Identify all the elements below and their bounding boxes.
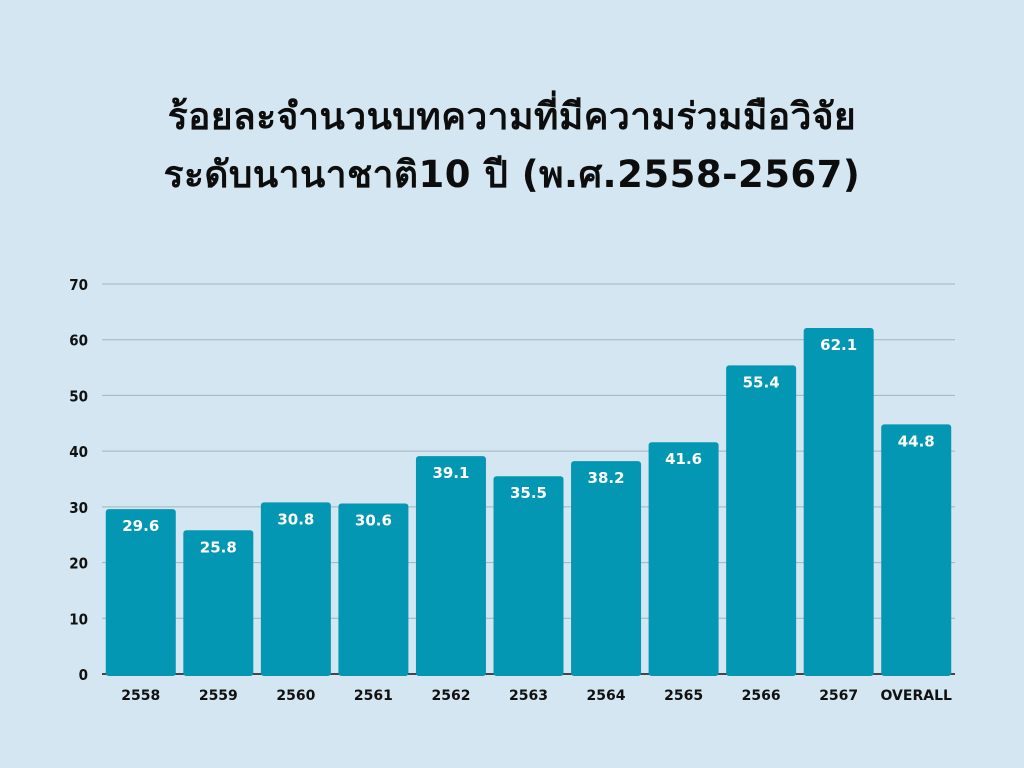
y-tick-label: 30: [69, 499, 88, 517]
x-tick-label: 2561: [354, 688, 393, 704]
x-tick-label: OVERALL: [881, 688, 952, 704]
y-axis-tick-labels: 0 10 20 30 40 50 60 70: [69, 276, 88, 684]
bar: [881, 424, 952, 676]
bar: [415, 456, 486, 676]
x-tick-label: 2564: [587, 688, 626, 704]
data-label: 38.2: [588, 469, 625, 487]
x-tick-label: 2567: [819, 688, 858, 704]
chart-title-line-2: ระดับนานาชาติ10 ปี (พ.ศ.2558-2567): [163, 153, 861, 196]
data-label: 30.8: [277, 510, 314, 528]
data-label: 55.4: [743, 373, 780, 391]
bar: [105, 509, 176, 676]
bar: [726, 365, 797, 676]
x-tick-label: 2565: [664, 688, 703, 704]
bar: [493, 476, 564, 676]
x-axis-tick-labels: 2558 2559 2560 2561 2562 2563 2564 2565 2566 2567…: [121, 688, 952, 704]
bars: [105, 328, 952, 676]
chart-title: ร้อยละจำนวนบทความที่มีความร่วมมือวิจัย ร…: [0, 88, 1024, 204]
x-tick-label: 2566: [742, 688, 781, 704]
x-tick-label: 2560: [276, 688, 315, 704]
y-tick-label: 10: [69, 610, 88, 628]
x-tick-label: 2558: [121, 688, 160, 704]
x-tick-label: 2559: [199, 688, 238, 704]
data-label: 39.1: [432, 464, 469, 482]
data-label: 44.8: [898, 432, 935, 450]
x-tick-label: 2563: [509, 688, 548, 704]
bar: [648, 442, 719, 676]
data-label: 62.1: [820, 336, 857, 354]
data-label: 41.6: [665, 450, 702, 468]
y-tick-label: 0: [79, 666, 88, 684]
x-tick-label: 2562: [431, 688, 470, 704]
bar: [803, 328, 874, 676]
chart-title-line-1: ร้อยละจำนวนบทความที่มีความร่วมมือวิจัย: [167, 95, 857, 138]
data-label: 29.6: [122, 517, 159, 535]
y-tick-label: 40: [69, 443, 88, 461]
y-tick-label: 20: [69, 555, 88, 573]
y-tick-label: 60: [69, 332, 88, 350]
bar: [183, 530, 254, 676]
data-label: 25.8: [200, 538, 237, 556]
data-labels: 29.6 25.8 30.8 30.6 39.1 35.5 38.2 41.6 55.4 62.1…: [122, 336, 934, 556]
bar: [571, 461, 642, 676]
y-tick-label: 70: [69, 276, 88, 294]
bar: [338, 503, 409, 676]
y-tick-label: 50: [69, 387, 88, 405]
data-label: 35.5: [510, 484, 547, 502]
data-label: 30.6: [355, 512, 392, 530]
bar: [260, 502, 331, 676]
